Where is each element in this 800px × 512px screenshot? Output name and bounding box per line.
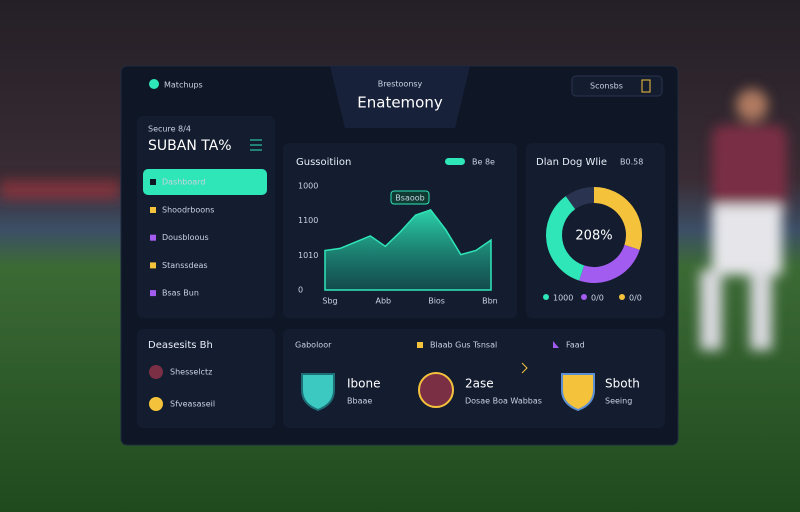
menu-item: Bsas Bun — [162, 289, 199, 298]
chart-card — [283, 143, 517, 318]
fixtures-tab[interactable]: Faad — [566, 341, 585, 350]
sidebar-card — [137, 116, 275, 318]
menu-icon[interactable] — [250, 139, 262, 151]
legend-label: 1000 — [553, 294, 573, 303]
donut-segment — [546, 196, 585, 281]
chart-title: Gussoitiion — [296, 157, 351, 168]
team-sub: Dosae Boa Wabbas — [465, 397, 542, 406]
icon — [641, 79, 651, 93]
x-tick-label: Bbn — [482, 297, 498, 306]
logo — [149, 79, 159, 89]
background-player — [0, 89, 787, 350]
team-name: 2ase — [465, 377, 494, 391]
legend-dot — [619, 294, 625, 300]
toggle-label: Be 8e — [472, 158, 495, 167]
fixtures-tab[interactable]: Blaab Gus Tsnsal — [430, 341, 497, 350]
menu-item: Stanssdeas — [162, 261, 208, 270]
tooltip — [390, 190, 430, 205]
sidebar-title: SUBAN TA% — [148, 138, 232, 154]
menu-item-active[interactable] — [143, 169, 267, 195]
x-tick-label: Abb — [375, 297, 391, 306]
tab-title: Enatemony — [357, 94, 443, 112]
team-sub: Bbaae — [347, 397, 372, 406]
donut-segment — [593, 187, 642, 250]
donut-center-label: 208% — [575, 229, 612, 244]
player-badge — [149, 397, 163, 411]
legend-label: 0/0 — [629, 294, 642, 303]
icon — [553, 341, 559, 348]
menu-item: Shoodrboons — [162, 206, 214, 215]
icon — [417, 342, 423, 348]
menu-item: Dashboard — [162, 178, 205, 187]
tooltip-label: Bsaoob — [395, 194, 424, 203]
y-tick-label: 1000 — [298, 182, 318, 191]
app-name: Matchups — [164, 81, 203, 90]
x-tick-label: Bios — [428, 297, 445, 306]
player-badge — [149, 365, 163, 379]
center-tab — [330, 66, 470, 128]
team-badge — [561, 373, 595, 412]
tab-caption: Brestoonsy — [378, 80, 423, 89]
donut-segment — [565, 187, 595, 210]
team-badge — [418, 372, 454, 408]
donut-card — [526, 143, 665, 318]
legend-label: 0/0 — [591, 294, 604, 303]
area — [324, 209, 492, 291]
donut-subtitle: B0.58 — [620, 158, 643, 167]
menu-item: Dousbloous — [162, 233, 209, 242]
players-title: Deasesits Bh — [148, 340, 213, 351]
arrow[interactable] — [521, 362, 528, 374]
team-name: Sboth — [605, 377, 640, 391]
sidebar-caption: Secure 8/4 — [148, 125, 191, 134]
menu-icon — [150, 262, 156, 269]
header-button-label: Sconsbs — [590, 82, 623, 91]
player-row: Shesselctz — [170, 368, 212, 377]
toggle[interactable] — [445, 158, 465, 165]
x-tick-label: Sbg — [322, 297, 337, 306]
header-button[interactable] — [571, 75, 663, 97]
y-tick-label: 1100 — [298, 216, 318, 225]
menu-icon — [150, 234, 156, 241]
team-sub: Seeing — [605, 397, 632, 406]
y-tick-label: 1010 — [298, 251, 318, 260]
player-row: Sfveasaseil — [170, 400, 215, 409]
menu-icon — [150, 290, 156, 297]
donut-title: Dlan Dog Wlie — [536, 157, 607, 168]
fixtures-title: Gaboloor — [295, 341, 332, 350]
donut-segment — [579, 244, 640, 283]
team-badge — [301, 373, 335, 412]
menu-icon — [150, 207, 156, 213]
legend-dot — [543, 294, 549, 300]
legend-dot — [581, 294, 587, 300]
y-tick-label: 0 — [298, 286, 303, 295]
team-name: Ibone — [347, 377, 381, 391]
menu-icon — [150, 179, 156, 185]
players-card — [137, 329, 275, 428]
